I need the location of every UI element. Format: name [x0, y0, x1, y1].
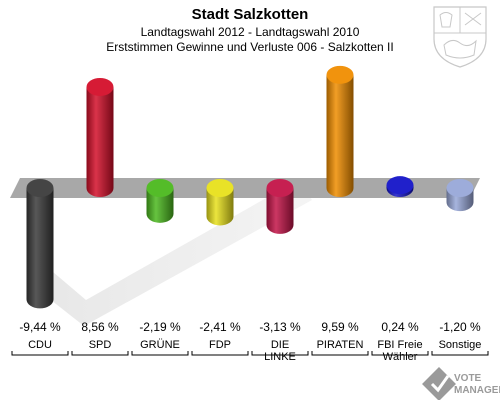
value-label: -1,20 %: [439, 320, 481, 334]
category-label: GRÜNE: [140, 339, 180, 351]
value-labels-layer: -9,44 % 8,56 % -2,19 % -2,41 % -3,13 % 9,59 %…: [19, 320, 481, 334]
value-label: 9,59 %: [321, 320, 359, 334]
bar: [146, 179, 174, 223]
category-label: FDP: [209, 339, 231, 351]
baseline-band: [10, 178, 480, 198]
category-label: DIE: [271, 339, 289, 351]
category-label: PIRATEN: [317, 339, 364, 351]
category-label: LINKE: [264, 351, 296, 363]
bar-cap: [326, 65, 354, 84]
category-bracket: [251, 351, 309, 356]
coat-of-arms-icon: [433, 6, 487, 68]
bar: [206, 179, 234, 226]
value-label: 0,24 %: [381, 320, 419, 334]
category-label: FBI Freie: [377, 339, 422, 351]
category-label: SPD: [89, 339, 112, 351]
category-bracket: [131, 351, 189, 356]
category-bracket: [71, 351, 129, 356]
bar-body: [266, 188, 294, 234]
bars-layer: [26, 65, 474, 309]
bar-cap: [386, 176, 414, 195]
bar-body: [326, 74, 354, 197]
bar: [86, 77, 114, 197]
bar: [446, 179, 474, 212]
value-label: 8,56 %: [81, 320, 119, 334]
bar-cap: [266, 179, 294, 197]
bar-cap: [446, 179, 474, 197]
bar-body: [206, 188, 234, 226]
bar-body: [86, 86, 114, 197]
checkmark-logo-icon: [422, 367, 456, 400]
category-bracket: [311, 351, 369, 356]
bar: [326, 65, 354, 197]
logo-text: MANAGER: [454, 385, 500, 396]
bar: [266, 179, 294, 234]
category-bracket: [371, 351, 429, 356]
category-bracket: [11, 351, 69, 356]
bar-cap: [146, 179, 174, 197]
chart-subtitle: Landtagswahl 2012 - Landtagswahl 2010: [141, 25, 360, 39]
value-label: -2,41 %: [199, 320, 241, 334]
category-bracket: [191, 351, 249, 356]
bar-body: [26, 188, 54, 309]
background-check-shadow: [28, 180, 312, 326]
logo-text: VOTE: [454, 373, 482, 384]
category-label: CDU: [28, 339, 52, 351]
value-label: -3,13 %: [259, 320, 301, 334]
bar-body: [146, 188, 174, 223]
value-label: -9,44 %: [19, 320, 61, 334]
category-label: Wähler: [383, 351, 418, 363]
bar-cap: [206, 179, 234, 197]
bar-cap: [26, 179, 54, 197]
bar: [26, 179, 54, 309]
category-bracket: [431, 351, 489, 356]
category-label: Sonstige: [439, 339, 482, 351]
value-label: -2,19 %: [139, 320, 181, 334]
chart-caption: Erststimmen Gewinne und Verluste 006 - S…: [106, 40, 393, 54]
chart-title: Stadt Salzkotten: [192, 6, 309, 23]
bar: [386, 176, 414, 197]
vote-manager-logo: VOTE MANAGER: [422, 367, 500, 400]
bar-cap: [86, 77, 114, 96]
